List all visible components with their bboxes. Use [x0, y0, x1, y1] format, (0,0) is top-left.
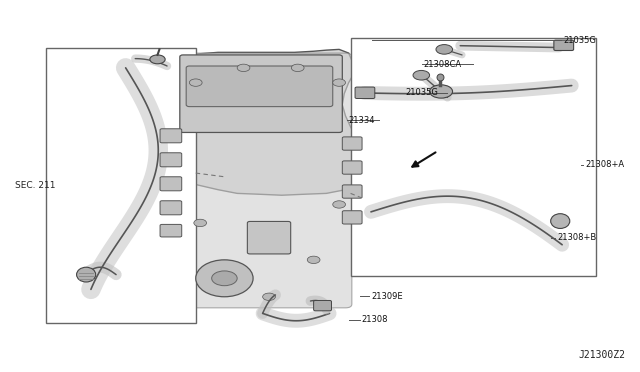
Text: 21309E: 21309E	[371, 292, 403, 301]
FancyBboxPatch shape	[186, 66, 333, 107]
FancyBboxPatch shape	[342, 137, 362, 150]
Circle shape	[429, 85, 452, 98]
FancyBboxPatch shape	[160, 177, 182, 191]
FancyBboxPatch shape	[160, 129, 182, 143]
Circle shape	[307, 256, 320, 263]
FancyBboxPatch shape	[314, 301, 332, 311]
Ellipse shape	[212, 271, 237, 286]
FancyBboxPatch shape	[180, 55, 342, 132]
Ellipse shape	[77, 267, 96, 282]
Circle shape	[194, 219, 207, 227]
FancyBboxPatch shape	[342, 161, 362, 174]
Text: 21334: 21334	[349, 116, 375, 125]
FancyBboxPatch shape	[160, 201, 182, 215]
Circle shape	[262, 293, 275, 301]
FancyBboxPatch shape	[355, 87, 375, 99]
FancyBboxPatch shape	[554, 40, 573, 51]
Ellipse shape	[550, 214, 570, 228]
Circle shape	[189, 79, 202, 86]
Text: 21035G: 21035G	[405, 89, 438, 97]
FancyBboxPatch shape	[247, 221, 291, 254]
Text: 21308+B: 21308+B	[557, 233, 596, 242]
Text: 21308: 21308	[362, 315, 388, 324]
Bar	[46, 48, 196, 323]
Text: 21308CA: 21308CA	[424, 60, 462, 69]
Text: 21308+A: 21308+A	[585, 160, 624, 169]
FancyBboxPatch shape	[160, 153, 182, 167]
Ellipse shape	[196, 260, 253, 297]
Circle shape	[150, 55, 165, 64]
FancyBboxPatch shape	[170, 53, 352, 308]
Circle shape	[291, 64, 304, 71]
Polygon shape	[164, 49, 365, 195]
Text: SEC. 211: SEC. 211	[15, 182, 56, 190]
Text: J21300Z2: J21300Z2	[579, 350, 626, 359]
Circle shape	[436, 45, 452, 54]
Circle shape	[237, 64, 250, 71]
FancyBboxPatch shape	[160, 224, 182, 237]
FancyBboxPatch shape	[342, 211, 362, 224]
Circle shape	[333, 79, 346, 86]
Bar	[351, 38, 596, 276]
Circle shape	[413, 70, 429, 80]
Circle shape	[333, 201, 346, 208]
FancyBboxPatch shape	[342, 185, 362, 198]
Text: 21035G: 21035G	[563, 36, 596, 45]
